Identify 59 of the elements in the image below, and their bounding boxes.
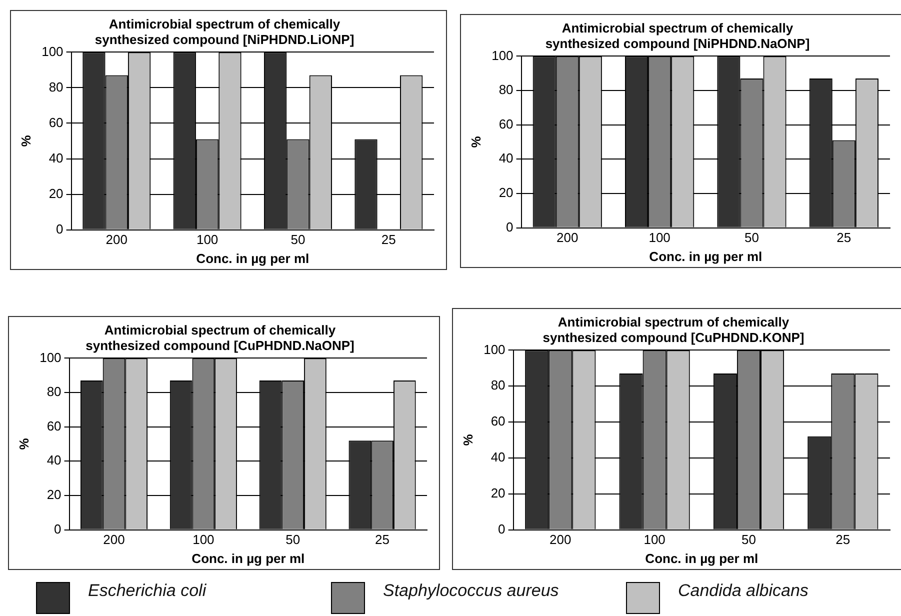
x-tick-label: 50 [286,532,300,548]
x-tick-label: 200 [106,232,128,248]
x-tick-label: 100 [196,232,218,248]
y-tick-label: 100 [484,342,506,357]
x-tick-label: 200 [556,230,578,246]
x-tick-label: 100 [648,230,670,246]
y-tick-label: 60 [48,114,64,130]
y-tick-label: 60 [498,116,514,132]
y-axis-title: % [18,134,34,147]
y-tick-label: 20 [46,487,62,502]
x-axis-title: Conc. in µg per ml [196,250,310,266]
text: Antimicrobial spectrum of chemically [108,16,340,32]
text: synthesized compound [NiPHDND.LiONP] [94,32,354,47]
text: synthesized compound [NiPHDND.NaONP] [545,36,810,51]
x-tick-label: 25 [836,230,852,246]
y-tick-label: 20 [48,186,64,201]
y-tick-label: 80 [490,378,506,393]
y-axis-title: % [460,434,476,446]
x-axis-title: Conc. in µg per ml [645,550,758,566]
x-tick-label: 200 [550,532,572,548]
legend-label: Staphylococcus aureus [383,581,559,601]
x-tick-label: 100 [644,532,666,548]
x-tick-label: 50 [290,232,306,248]
y-tick-label: 40 [46,452,62,468]
x-axis-title: Conc. in µg per ml [192,550,305,566]
y-tick-label: 80 [46,384,62,400]
y-tick-label: 0 [498,521,506,536]
x-axis-title: Conc. in µg per ml [649,248,762,264]
legend-label: Candida albicans [678,581,808,601]
x-tick-label: 100 [192,532,214,548]
x-tick-label: 25 [836,532,850,548]
x-tick-label: 25 [381,232,396,248]
x-tick-label: 200 [103,532,125,548]
y-tick-label: 80 [48,79,64,94]
text: Antimicrobial spectrum of chemically [104,322,336,338]
text: synthesized compound [CuPHDND.NaONP] [86,338,354,353]
y-tick-label: 40 [48,150,64,166]
y-axis-title: % [468,136,484,148]
x-tick-label: 50 [742,532,756,548]
y-tick-label: 100 [42,44,64,59]
y-axis-title: % [16,438,32,450]
x-tick-label: 25 [375,532,390,548]
text: Antimicrobial spectrum of chemically [558,314,790,330]
y-tick-label: 60 [490,414,506,429]
y-tick-label: 0 [506,219,514,234]
y-tick-label: 100 [492,48,514,63]
y-tick-label: 100 [40,350,62,365]
y-tick-label: 0 [54,521,62,536]
y-tick-label: 60 [46,418,62,434]
text: synthesized compound [CuPHDND.KONP] [542,330,804,345]
y-tick-label: 40 [490,450,506,465]
y-tick-label: 40 [498,150,514,166]
y-tick-label: 80 [498,82,514,98]
x-tick-label: 50 [744,230,759,246]
y-tick-label: 20 [498,185,514,200]
y-tick-label: 20 [490,485,506,500]
text: Antimicrobial spectrum of chemically [562,20,794,36]
legend-label: Escherichia coli [88,581,206,601]
y-tick-label: 0 [56,221,64,236]
